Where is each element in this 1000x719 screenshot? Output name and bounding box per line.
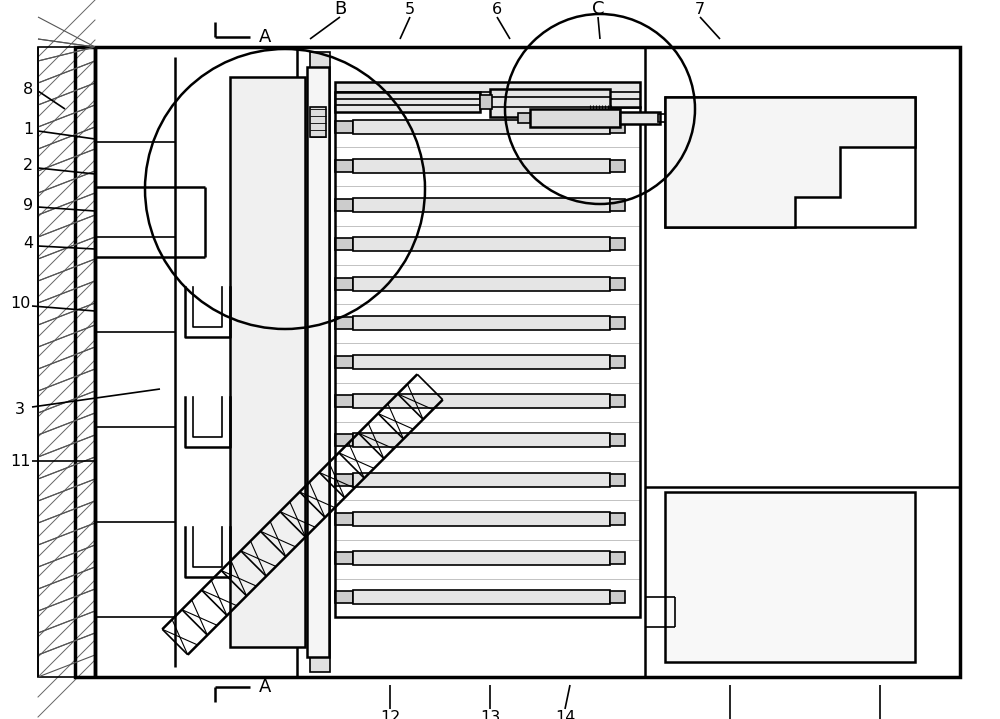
Bar: [353, 159, 610, 173]
Bar: [610, 238, 625, 250]
Text: 1: 1: [23, 122, 33, 137]
Bar: [335, 82, 640, 107]
Bar: [665, 97, 915, 227]
Polygon shape: [665, 97, 915, 227]
Bar: [38, 47, 95, 677]
Text: 5: 5: [405, 1, 415, 17]
Bar: [335, 278, 353, 290]
Text: A: A: [259, 28, 271, 46]
Text: 10: 10: [10, 296, 30, 311]
Bar: [610, 160, 625, 172]
Bar: [665, 492, 915, 662]
Bar: [353, 277, 610, 290]
Bar: [75, 47, 960, 677]
Text: 8: 8: [23, 81, 33, 96]
Bar: [353, 316, 610, 330]
Bar: [353, 512, 610, 526]
Bar: [335, 317, 353, 329]
Bar: [610, 121, 625, 132]
Text: 9: 9: [23, 198, 33, 213]
Bar: [530, 109, 620, 127]
Bar: [335, 513, 353, 525]
Text: 7: 7: [695, 1, 705, 17]
Bar: [307, 67, 329, 657]
Bar: [658, 114, 666, 122]
Bar: [353, 551, 610, 565]
Bar: [353, 472, 610, 487]
Bar: [230, 77, 305, 647]
Bar: [610, 199, 625, 211]
Bar: [353, 434, 610, 447]
Bar: [353, 355, 610, 369]
Bar: [610, 356, 625, 368]
Bar: [335, 552, 353, 564]
Text: B: B: [334, 0, 346, 18]
Bar: [335, 592, 353, 603]
Bar: [335, 160, 353, 172]
Bar: [610, 474, 625, 486]
Bar: [353, 119, 610, 134]
Bar: [335, 199, 353, 211]
Text: 11: 11: [10, 454, 30, 469]
Bar: [335, 434, 353, 446]
Bar: [310, 52, 330, 672]
Bar: [610, 592, 625, 603]
Text: 13: 13: [480, 710, 500, 719]
Bar: [490, 89, 610, 117]
Bar: [610, 552, 625, 564]
Text: A: A: [259, 678, 271, 696]
Text: 14: 14: [555, 710, 575, 719]
Bar: [335, 121, 353, 132]
Bar: [335, 395, 353, 407]
Text: 12: 12: [380, 710, 400, 719]
Bar: [610, 513, 625, 525]
Bar: [335, 238, 353, 250]
Text: 4: 4: [23, 237, 33, 252]
Bar: [353, 198, 610, 212]
Bar: [620, 112, 660, 124]
Text: C: C: [592, 0, 604, 18]
Bar: [610, 395, 625, 407]
Bar: [518, 113, 530, 123]
Bar: [310, 107, 326, 137]
Bar: [335, 474, 353, 486]
Bar: [335, 107, 640, 617]
Bar: [335, 356, 353, 368]
Bar: [353, 394, 610, 408]
Bar: [610, 278, 625, 290]
Text: 6: 6: [492, 1, 502, 17]
Bar: [480, 95, 492, 109]
Bar: [610, 434, 625, 446]
Bar: [610, 317, 625, 329]
Text: 3: 3: [15, 401, 25, 416]
Bar: [353, 237, 610, 252]
Text: 2: 2: [23, 158, 33, 173]
Bar: [335, 92, 480, 112]
Bar: [353, 590, 610, 605]
